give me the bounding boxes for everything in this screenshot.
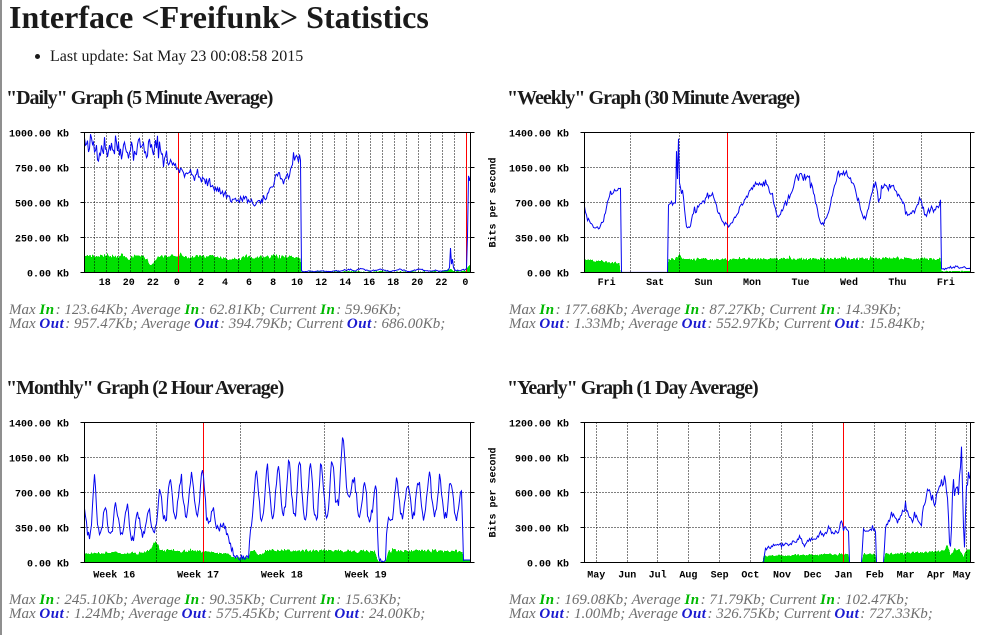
- svg-text:Nov: Nov: [773, 571, 791, 582]
- svg-text:1050.00 Kb: 1050.00 Kb: [509, 164, 569, 176]
- svg-text:1200.00 Kb: 1200.00 Kb: [509, 419, 569, 431]
- svg-text:18: 18: [387, 278, 399, 289]
- svg-text:10: 10: [291, 278, 303, 289]
- svg-text:700.00 Kb: 700.00 Kb: [515, 199, 569, 211]
- svg-text:600.00 Kb: 600.00 Kb: [515, 489, 569, 501]
- svg-text:6: 6: [246, 278, 252, 289]
- svg-text:4: 4: [222, 278, 228, 289]
- svg-text:18: 18: [99, 278, 111, 289]
- svg-text:Feb: Feb: [866, 570, 884, 582]
- svg-text:1400.00 Kb: 1400.00 Kb: [9, 419, 69, 431]
- svg-text:Dec: Dec: [804, 571, 822, 582]
- svg-text:14: 14: [339, 278, 351, 289]
- svg-text:May: May: [587, 571, 605, 582]
- svg-text:350.00 Kb: 350.00 Kb: [15, 524, 69, 536]
- svg-text:Jun: Jun: [618, 571, 636, 582]
- svg-text:750.00 Kb: 750.00 Kb: [15, 164, 69, 176]
- svg-text:Jan: Jan: [834, 571, 852, 582]
- svg-text:Mon: Mon: [743, 278, 761, 289]
- svg-text:0.00 Kb: 0.00 Kb: [527, 269, 569, 281]
- svg-text:16: 16: [363, 278, 375, 289]
- svg-text:Wed: Wed: [840, 277, 858, 289]
- svg-text:0.00 Kb: 0.00 Kb: [27, 559, 69, 571]
- svg-text:Week 18: Week 18: [261, 570, 303, 582]
- svg-text:20: 20: [411, 278, 423, 289]
- svg-text:Fri: Fri: [937, 277, 955, 289]
- svg-text:500.00 Kb: 500.00 Kb: [15, 199, 69, 211]
- svg-text:Tue: Tue: [791, 278, 809, 289]
- svg-text:Sat: Sat: [646, 278, 664, 289]
- svg-text:Sun: Sun: [694, 278, 712, 289]
- svg-text:Sep: Sep: [711, 571, 729, 582]
- svg-text:Mar: Mar: [897, 571, 915, 582]
- svg-text:300.00 Kb: 300.00 Kb: [515, 524, 569, 536]
- svg-text:22: 22: [435, 278, 447, 289]
- svg-text:Aug: Aug: [679, 571, 697, 582]
- svg-text:Week 17: Week 17: [177, 570, 219, 582]
- svg-text:20: 20: [123, 278, 135, 289]
- svg-text:Jul: Jul: [649, 570, 667, 582]
- svg-text:250.00 Kb: 250.00 Kb: [15, 234, 69, 246]
- svg-text:0.00 Kb: 0.00 Kb: [27, 269, 69, 281]
- svg-text:Oct: Oct: [741, 571, 759, 582]
- svg-text:Week 19: Week 19: [345, 570, 387, 582]
- svg-text:1400.00 Kb: 1400.00 Kb: [509, 129, 569, 141]
- svg-text:1000.00 Kb: 1000.00 Kb: [9, 129, 69, 141]
- svg-text:12: 12: [315, 278, 327, 289]
- svg-text:0: 0: [174, 278, 180, 289]
- svg-text:Fri: Fri: [598, 277, 616, 289]
- svg-text:2: 2: [198, 278, 204, 289]
- svg-text:Bits per second: Bits per second: [488, 447, 500, 537]
- svg-text:8: 8: [270, 278, 276, 289]
- svg-text:0.00 Kb: 0.00 Kb: [527, 559, 569, 571]
- svg-text:900.00 Kb: 900.00 Kb: [515, 454, 569, 466]
- svg-text:700.00 Kb: 700.00 Kb: [15, 489, 69, 501]
- svg-text:22: 22: [147, 278, 159, 289]
- svg-text:350.00 Kb: 350.00 Kb: [515, 234, 569, 246]
- svg-text:Bits per second: Bits per second: [488, 157, 500, 247]
- svg-text:1050.00 Kb: 1050.00 Kb: [9, 454, 69, 466]
- svg-text:Thu: Thu: [888, 277, 906, 289]
- svg-text:May: May: [953, 571, 971, 582]
- svg-text:Apr: Apr: [927, 571, 945, 582]
- svg-text:Week 16: Week 16: [93, 570, 135, 582]
- svg-text:0: 0: [462, 278, 468, 289]
